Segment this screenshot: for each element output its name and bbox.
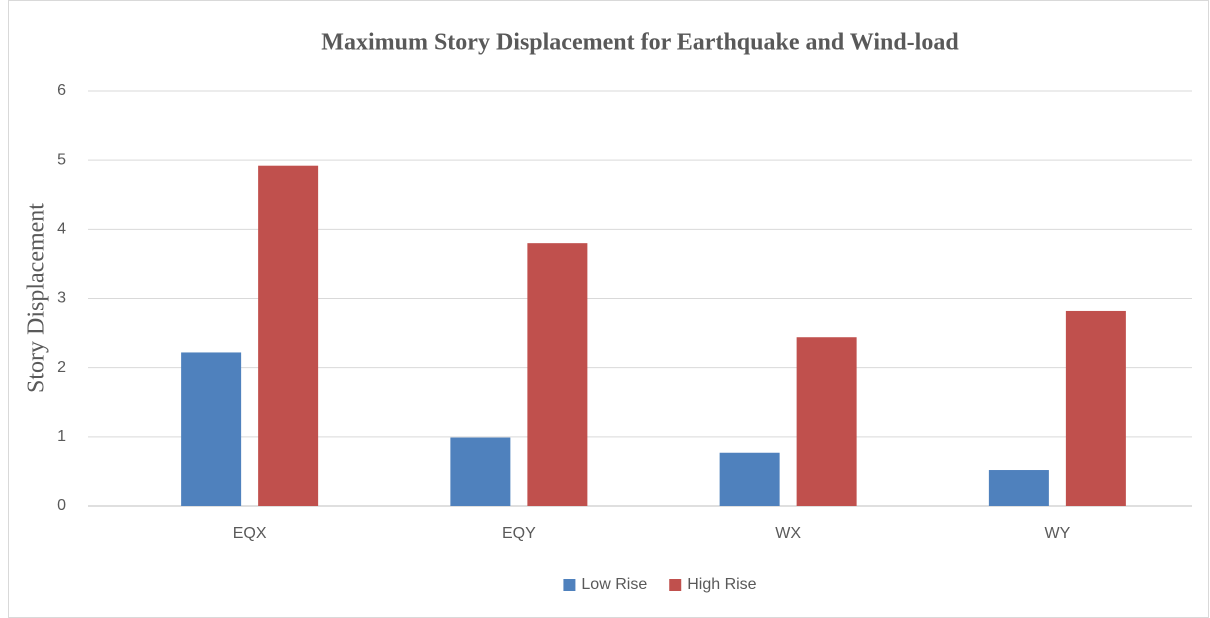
legend-label: Low Rise [581, 576, 647, 593]
y-tick-label: 6 [57, 82, 66, 99]
x-tick-label: WX [775, 525, 801, 542]
bar [796, 337, 857, 506]
y-tick-label: 5 [57, 151, 66, 168]
x-tick-label: WY [1044, 525, 1070, 542]
x-tick-label: EQX [233, 525, 267, 542]
y-tick-label: 2 [57, 359, 66, 376]
bar [719, 452, 780, 506]
x-tick-label: EQY [502, 525, 536, 542]
chart-title: Maximum Story Displacement for Earthquak… [321, 30, 959, 56]
bar [450, 437, 511, 506]
bar [258, 165, 319, 506]
bar [527, 243, 588, 506]
chart-border [8, 0, 1209, 618]
legend-swatch [669, 579, 682, 591]
y-tick-label: 3 [57, 290, 66, 307]
y-tick-label: 0 [57, 497, 66, 514]
legend-label: High Rise [687, 576, 756, 593]
y-axis-label: Story Displacement [24, 203, 50, 393]
y-tick-label: 4 [57, 221, 66, 238]
bar [1065, 310, 1126, 506]
legend-swatch [563, 579, 576, 591]
bar [988, 470, 1049, 506]
bar [181, 352, 242, 506]
y-tick-label: 1 [57, 428, 66, 445]
